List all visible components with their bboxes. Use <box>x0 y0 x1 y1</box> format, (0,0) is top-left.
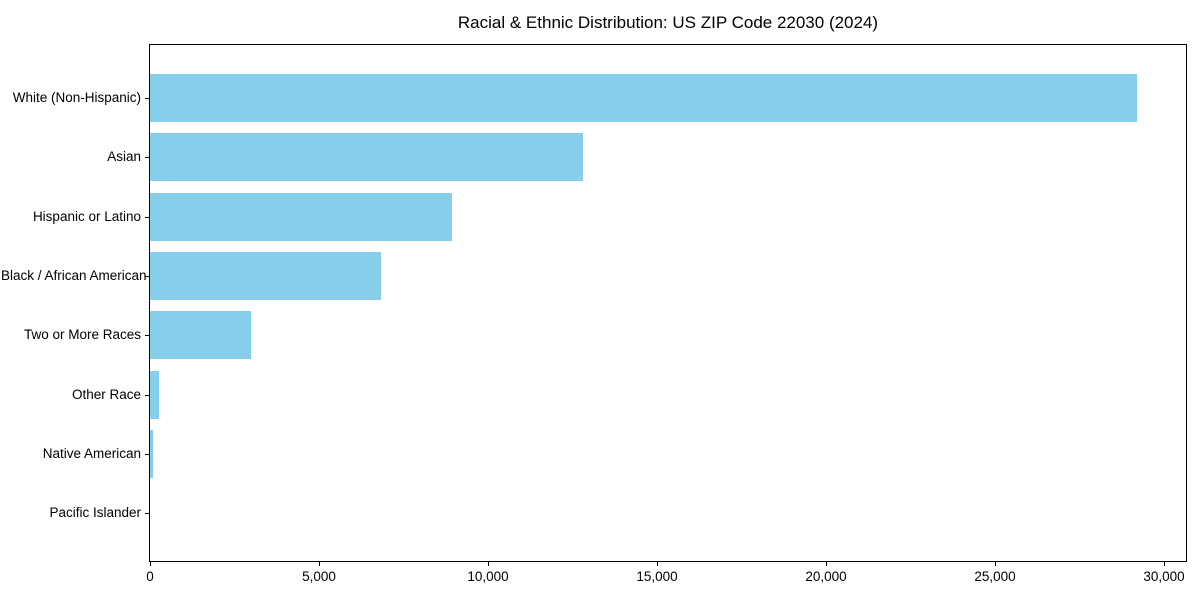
x-axis-tick-label: 15,000 <box>636 569 678 584</box>
y-axis-tick <box>145 394 149 396</box>
y-axis-label: Other Race <box>71 386 141 402</box>
y-axis-tick <box>145 453 149 455</box>
y-axis-label: Two or More Races <box>23 327 141 343</box>
x-axis-tick <box>995 562 996 566</box>
y-axis-tick <box>145 216 149 218</box>
bar <box>150 429 153 478</box>
y-axis-label: Black / African American <box>1 267 147 283</box>
x-axis-tick <box>826 562 827 566</box>
x-axis-tick <box>319 562 320 566</box>
bar <box>150 251 381 300</box>
y-axis-tick <box>145 98 149 99</box>
x-axis-tick-label: 10,000 <box>467 569 509 584</box>
y-axis-label: Native American <box>42 445 141 461</box>
y-axis-label: Pacific Islander <box>49 505 141 521</box>
y-axis-tick <box>145 157 149 159</box>
x-axis-tick <box>657 562 658 566</box>
plot-area <box>149 44 1187 562</box>
bar <box>150 370 159 419</box>
x-axis-tick-label: 20,000 <box>805 569 847 584</box>
y-axis-tick <box>145 335 149 337</box>
x-axis-tick <box>488 562 489 566</box>
x-axis-tick-label: 30,000 <box>1143 569 1185 584</box>
x-axis-tick <box>1164 562 1165 566</box>
bar <box>150 133 583 182</box>
y-axis-tick <box>145 513 149 515</box>
bar <box>150 192 452 241</box>
y-axis-label: White (Non-Hispanic) <box>12 90 141 105</box>
y-axis-label: Hispanic or Latino <box>32 208 141 224</box>
bar <box>150 74 1137 122</box>
x-axis-tick-label: 5,000 <box>302 569 336 584</box>
y-axis-tick <box>145 275 149 277</box>
x-axis-tick-label: 25,000 <box>974 569 1016 584</box>
x-axis-tick <box>150 562 151 566</box>
chart-title: Racial & Ethnic Distribution: US ZIP Cod… <box>457 13 879 32</box>
bar <box>150 311 251 360</box>
y-axis-label: Asian <box>107 149 141 165</box>
x-axis-tick-label: 0 <box>146 569 154 584</box>
